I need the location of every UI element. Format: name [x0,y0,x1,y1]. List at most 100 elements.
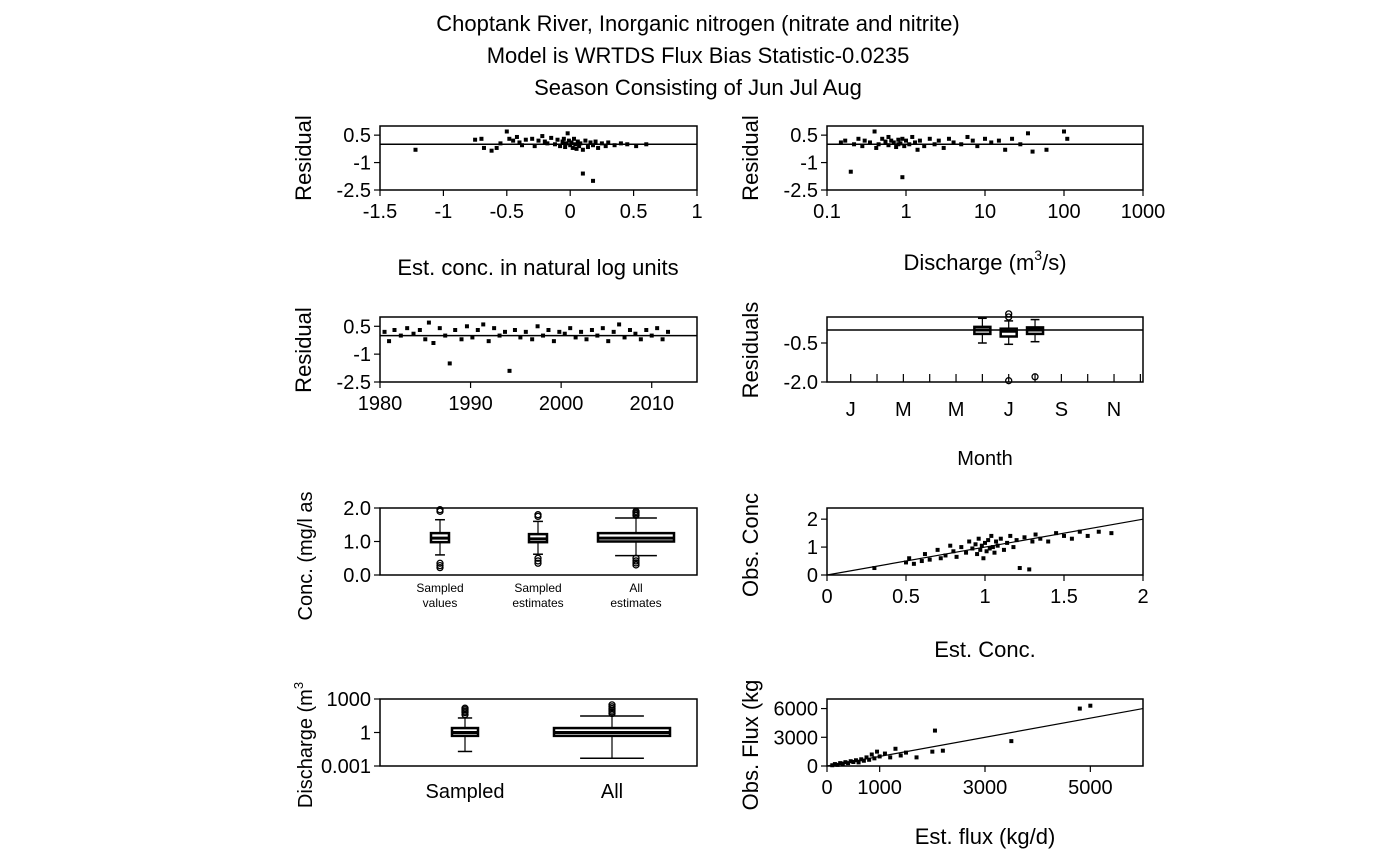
outlier-point [436,506,444,514]
panel-resid-by-month: -0.5 -2.0 J M M J S N Residuals Month [738,302,1144,470]
data-point [555,137,560,142]
data-point [856,136,861,141]
data-point [492,326,497,331]
data-point [511,138,516,143]
data-point [943,553,948,558]
data-point [464,324,469,329]
data-point [1038,536,1043,541]
data-point [625,142,630,147]
data-point [904,138,908,143]
data-point [1085,533,1090,538]
data-point [910,134,915,139]
x-tick-label: 10 [974,201,996,223]
data-point [588,140,593,145]
data-point [606,140,611,145]
data-point [565,131,570,136]
data-point [1077,706,1082,711]
panel-resid-vs-discharge: 0.5 -1 -2.50.1 1 10 100 1000 Residual Discharge … [738,115,1165,275]
data-point [927,557,932,562]
data-point [835,762,840,767]
x-tick-label: 1 [979,586,990,608]
data-point [1008,533,1013,538]
data-point [479,136,484,141]
data-point [946,136,951,141]
y-axis-label: Residual [291,307,316,393]
y-tick-label: 0.001 [321,756,371,778]
data-point [936,138,941,143]
data-point [1054,531,1059,536]
data-point [417,328,422,332]
data-point [453,328,458,332]
y-axis-label: Residual [738,115,763,201]
data-point [627,328,632,332]
data-point [874,145,879,150]
y-tick-label: 2 [807,509,818,531]
data-point [392,328,397,332]
panel-conc-boxplots: 0.01.02.0SampledvaluesSampledestimatesAl… [295,492,698,620]
data-point [387,339,392,344]
data-point [600,326,605,331]
data-point [983,136,987,141]
data-point [861,758,866,763]
data-point [382,329,387,334]
data-point [930,749,935,754]
data-point [1096,529,1101,534]
data-point [913,140,918,145]
data-point [987,546,992,551]
outlier-point [534,511,542,519]
data-point [1065,136,1070,141]
data-point [876,142,881,147]
data-point [558,144,563,149]
data-point [927,136,932,141]
data-point [1025,131,1030,136]
data-point [1009,739,1014,744]
outlier-point [632,554,640,562]
data-point [867,757,872,762]
y-tick-label: 2.0 [343,498,371,520]
x-tick-label: -0.5 [490,201,524,223]
data-point [473,137,478,142]
x-axis-label: Est. Conc. [934,637,1035,662]
y-tick-label: -2.5 [337,180,371,202]
data-point [459,337,464,342]
y-tick-label: 3000 [774,727,819,749]
data-point [983,540,987,545]
data-point [860,144,865,149]
data-point [883,139,888,144]
plot-frame [826,316,1144,383]
data-point [948,543,953,548]
data-point [557,329,562,334]
x-tick-label: 2 [1137,586,1148,608]
data-point [981,556,986,561]
x-tick-label: 1000 [857,777,902,799]
data-point [405,326,410,331]
data-point [523,137,528,142]
data-point [426,320,431,325]
data-point [904,750,908,755]
y-tick-label: -2.0 [784,372,818,394]
month-label: M [895,399,912,421]
data-point [552,142,557,147]
data-point [611,329,616,334]
data-point [595,333,600,338]
data-point [575,139,580,144]
data-point [872,756,877,761]
data-point [655,326,660,331]
data-point [917,138,922,143]
data-point [447,361,452,366]
data-point [900,175,905,180]
data-point [481,145,486,150]
y-axis-label: Obs. Flux (kg [738,680,763,811]
data-point [580,147,585,152]
data-point [976,536,981,541]
data-point [852,142,857,147]
data-point [898,753,903,758]
data-point [593,139,598,144]
data-point [617,322,622,327]
outlier-point [1005,313,1013,321]
data-point [907,556,912,561]
title-line-1: Choptank River, Inorganic nitrogen (nitr… [436,11,959,36]
data-point [1088,703,1093,708]
data-point [848,759,853,764]
category-label: Sampled [426,781,505,803]
